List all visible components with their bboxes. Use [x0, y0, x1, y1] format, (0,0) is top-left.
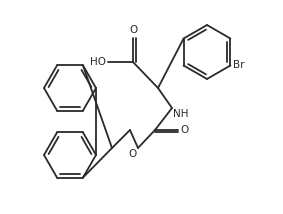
Text: O: O	[129, 25, 137, 35]
Text: NH: NH	[173, 109, 188, 119]
Text: HO: HO	[90, 57, 106, 67]
Text: O: O	[129, 149, 137, 159]
Text: Br: Br	[233, 61, 245, 70]
Text: O: O	[180, 125, 188, 135]
